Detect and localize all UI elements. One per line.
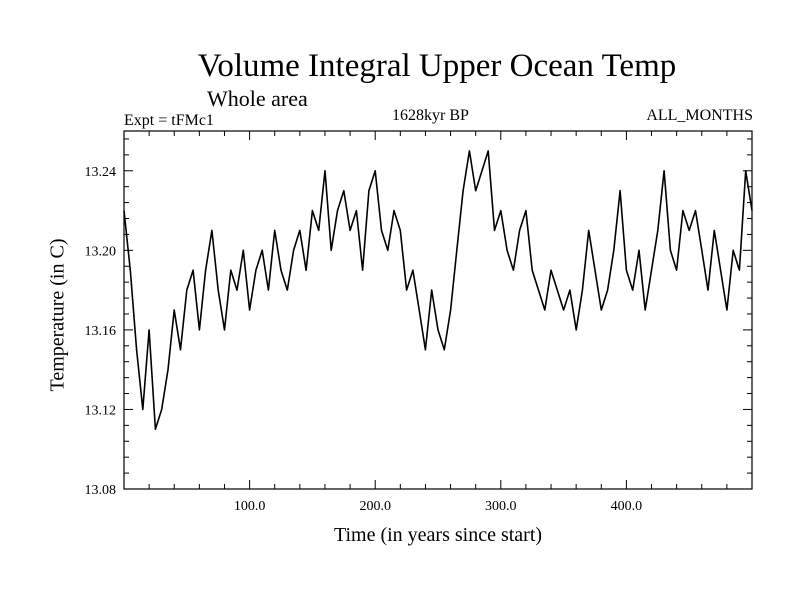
plot-frame <box>123 130 753 490</box>
tick-labels: 100.0 200.0 300.0 400.0 13.08 13.12 13.16 13.20… <box>85 165 643 514</box>
chart-subtitle: Whole area <box>207 86 308 111</box>
months-label: ALL_MONTHS <box>646 107 753 124</box>
y-tick-label: 13.16 <box>85 324 117 339</box>
x-tick-label: 200.0 <box>359 499 391 514</box>
y-tick-label: 13.08 <box>85 483 117 498</box>
chart-title: Volume Integral Upper Ocean Temp <box>197 48 677 84</box>
period-label: 1628kyr BP <box>392 107 469 124</box>
x-axis-label: Time (in years since start) <box>333 524 543 546</box>
temperature-series-line <box>123 150 753 431</box>
y-tick-label: 13.24 <box>85 165 117 180</box>
axis-ticks <box>124 131 752 489</box>
x-tick-label: 400.0 <box>611 499 643 514</box>
y-tick-label: 13.20 <box>85 244 117 259</box>
experiment-label: Expt = tFMc1 <box>124 112 214 129</box>
y-tick-label: 13.12 <box>85 403 117 418</box>
x-tick-label: 300.0 <box>485 499 517 514</box>
x-tick-label: 100.0 <box>234 499 266 514</box>
